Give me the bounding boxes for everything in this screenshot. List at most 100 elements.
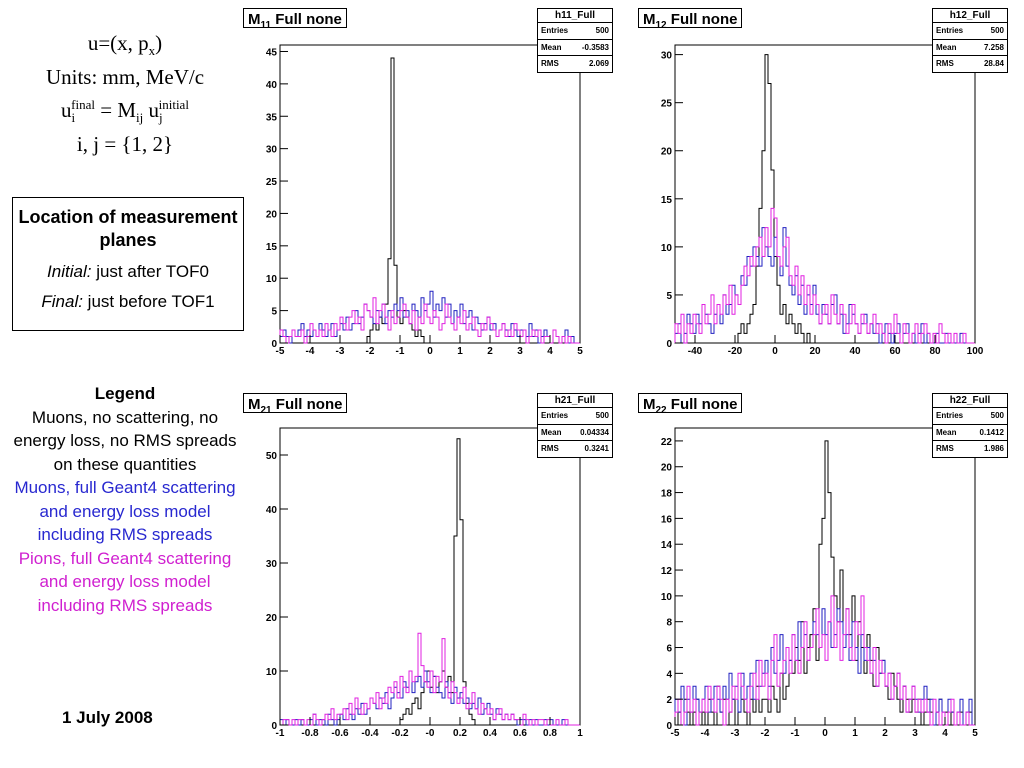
x-tick-label: 2: [487, 346, 493, 357]
y-tick-label: 50: [266, 451, 278, 462]
y-tick-label: 20: [266, 209, 278, 220]
legend-black: Muons, no scattering, no energy loss, no…: [13, 407, 237, 474]
x-tick-label: -1: [396, 346, 405, 357]
x-tick-label: -0.6: [331, 728, 349, 739]
x-tick-label: 1: [852, 728, 858, 739]
stats-box-h12: h12_Full Entries 500 Mean 7.258 RMS 28.84: [932, 8, 1008, 73]
y-tick-label: 18: [661, 489, 673, 500]
x-tick-label: -5: [276, 346, 285, 357]
y-tick-label: 30: [266, 145, 278, 156]
y-tick-label: 20: [661, 463, 673, 474]
histogram-series-magenta-1: [674, 207, 975, 344]
y-tick-label: 12: [661, 566, 673, 577]
x-tick-label: 20: [809, 346, 821, 357]
x-tick-label: -40: [688, 346, 703, 357]
plot-frame-1: [674, 44, 976, 344]
x-tick-label: 0: [427, 346, 433, 357]
x-tick-label: -0.2: [391, 728, 409, 739]
y-tick-label: 5: [271, 307, 277, 318]
x-tick-label: 0.8: [543, 728, 557, 739]
x-tick-label: 5: [972, 728, 978, 739]
histogram-series-black-3: [675, 440, 975, 726]
y-tick-label: 20: [266, 613, 278, 624]
panel-title-m21: M21 Full none: [243, 393, 348, 416]
x-tick-label: -2: [366, 346, 375, 357]
x-tick-label: -2: [761, 728, 770, 739]
x-tick-label: 4: [942, 728, 948, 739]
formula-block: u=(x, px) Units: mm, MeV/c uifinal = Mij…: [10, 30, 240, 158]
x-tick-label: 0.4: [483, 728, 497, 739]
y-tick-label: 15: [661, 195, 673, 206]
y-tick-label: 16: [661, 514, 673, 525]
histogram-series-blue-1: [674, 227, 975, 344]
y-tick-label: 45: [266, 47, 278, 58]
y-tick-label: 10: [661, 243, 673, 254]
panel-title-m11: M11 Full none: [243, 8, 347, 31]
y-tick-label: 0: [271, 721, 277, 732]
formula-line-2: Units: mm, MeV/c: [45, 65, 205, 90]
histogram-series-magenta-0: [279, 297, 580, 344]
x-tick-label: 60: [889, 346, 901, 357]
x-tick-label: 3: [912, 728, 918, 739]
x-tick-label: -1: [276, 728, 285, 739]
formula-line-1: u=(x, px): [87, 31, 163, 59]
histogram-series-magenta-2: [280, 632, 580, 726]
y-tick-label: 8: [666, 618, 672, 629]
x-tick-label: -0: [426, 728, 435, 739]
y-tick-label: 10: [266, 274, 278, 285]
x-tick-label: 3: [517, 346, 523, 357]
x-tick-label: 0: [772, 346, 778, 357]
y-tick-label: 10: [661, 592, 673, 603]
stats-box-h11: h11_Full Entries 500 Mean -0.3583 RMS 2.069: [537, 8, 613, 73]
x-tick-label: 0: [822, 728, 828, 739]
stats-box-h22: h22_Full Entries 500 Mean 0.1412 RMS 1.986: [932, 393, 1008, 458]
y-tick-label: 40: [266, 80, 278, 91]
histogram-series-magenta-3: [674, 595, 975, 726]
x-tick-label: -5: [671, 728, 680, 739]
y-tick-label: 2: [666, 695, 672, 706]
stats-box-h21: h21_Full Entries 500 Mean 0.04334 RMS 0.324…: [537, 393, 613, 458]
x-tick-label: -4: [306, 346, 315, 357]
x-tick-label: 80: [929, 346, 941, 357]
x-tick-label: -1: [791, 728, 800, 739]
legend: Legend Muons, no scattering, no energy l…: [5, 382, 245, 617]
y-tick-label: 10: [266, 667, 278, 678]
y-tick-label: 5: [666, 291, 672, 302]
x-tick-label: 40: [849, 346, 861, 357]
location-initial: Initial: just after TOF0: [47, 262, 209, 281]
x-tick-label: -3: [731, 728, 740, 739]
legend-magenta: Pions, full Geant4 scattering and energy…: [18, 548, 232, 615]
x-tick-label: -20: [728, 346, 743, 357]
x-tick-label: 0.2: [453, 728, 467, 739]
x-tick-label: -0.8: [301, 728, 319, 739]
y-tick-label: 22: [661, 437, 673, 448]
legend-blue: Muons, full Geant4 scattering and energy…: [14, 478, 236, 544]
panel-title-m22: M22 Full none: [638, 393, 743, 416]
x-tick-label: 1: [457, 346, 463, 357]
y-tick-label: 4: [666, 669, 672, 680]
x-tick-label: 100: [967, 346, 984, 357]
location-final: Final: just before TOF1: [41, 292, 215, 311]
y-tick-label: 0: [666, 721, 672, 732]
y-tick-label: 30: [266, 559, 278, 570]
formula-line-4: i, j = {1, 2}: [76, 132, 174, 157]
formula-line-3: uifinal = Mij ujinitial: [61, 97, 189, 126]
y-tick-label: 0: [666, 339, 672, 350]
x-tick-label: 5: [577, 346, 583, 357]
histogram-series-black-1: [675, 54, 975, 344]
y-tick-label: 15: [266, 242, 278, 253]
histogram-series-blue-3: [674, 608, 975, 726]
y-tick-label: 40: [266, 505, 278, 516]
x-tick-label: -3: [336, 346, 345, 357]
y-tick-label: 0: [271, 339, 277, 350]
y-tick-label: 35: [266, 112, 278, 123]
x-tick-label: -4: [701, 728, 710, 739]
date-label: 1 July 2008: [62, 708, 153, 727]
y-tick-label: 20: [661, 147, 673, 158]
x-tick-label: -0.4: [361, 728, 379, 739]
location-box: Location of measurement planes Initial: …: [12, 197, 244, 331]
x-tick-label: 2: [882, 728, 888, 739]
y-tick-label: 30: [661, 51, 673, 62]
location-title: Location of measurement planes: [18, 207, 238, 250]
